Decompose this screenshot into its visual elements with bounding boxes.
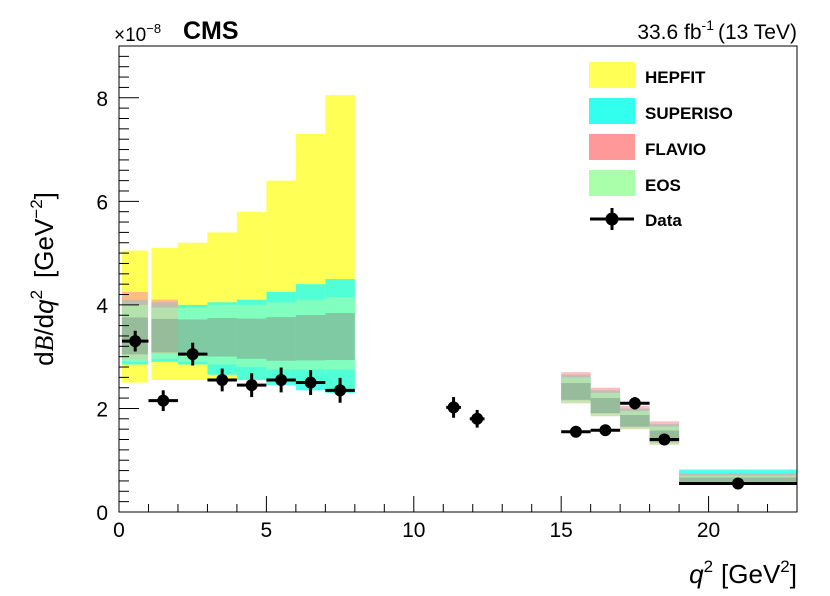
band-overlap-6 [295,315,326,361]
legend-label-hepfit: HEPFIT [645,68,706,87]
x-tick-label-20: 20 [697,519,720,542]
x-tick-label-0: 0 [113,519,125,542]
x-axis-label: q2 [GeV2] [689,557,797,589]
x-tick-label-5: 5 [261,519,273,542]
legend-swatch-superiso [589,98,635,124]
y-tick-label-8: 8 [96,88,108,111]
data-point-9 [469,409,485,428]
y-axis-label: dB/dq2[GeV−2] [27,192,59,366]
experiment-label: CMS [183,17,239,45]
y-multiplier: ×10−8 [114,21,161,46]
y-tick-label-2: 2 [96,398,108,421]
data-point-2 [177,342,208,366]
data-point-6 [295,370,326,395]
data-points [121,330,797,490]
legend-swatch-flavio [589,134,635,160]
y-tick-label-0: 0 [96,502,108,525]
prediction-bands [121,95,797,484]
band-overlap-8 [561,383,591,400]
band-overlap-5 [266,317,296,361]
data-point-8 [446,397,461,418]
legend-label-superiso: SUPERISO [645,104,733,123]
y-tick-label-6: 6 [96,191,108,214]
data-point-4 [236,373,267,398]
band-overlap-9 [590,398,621,414]
plot-frame [118,45,798,513]
data-point-1 [148,390,178,412]
data-point-13 [649,433,680,446]
data-point-3 [207,368,237,392]
y-tick-label-4: 4 [96,295,108,318]
x-tick-label-15: 15 [549,519,572,542]
band-overlap-10 [620,415,650,427]
legend-label-data: Data [645,211,682,230]
band-overlap-3 [207,317,237,357]
data-point-0 [121,330,149,352]
legend: HEPFIT SUPERISO FLAVIO EOS Data [589,62,733,230]
band-overlap-4 [236,318,267,359]
legend-marker-data [590,208,634,230]
band-overlap-1 [151,318,178,353]
legend-swatch-hepfit [589,62,635,88]
data-point-10 [561,425,591,438]
data-point-12 [620,397,650,410]
data-point-5 [266,367,296,393]
lumi-label: 33.6 fb-1 (13 TeV) [637,17,797,44]
legend-label-eos: EOS [645,176,681,195]
legend-label-flavio: FLAVIO [645,140,706,159]
legend-swatch-eos [589,170,635,196]
data-point-11 [590,424,621,437]
axis-ticks: 0 5 10 15 20 0 2 4 6 8 [96,45,798,542]
x-tick-label-10: 10 [402,519,425,542]
band-overlap-7 [325,313,355,361]
data-point-14 [679,477,797,490]
data-point-7 [325,377,355,403]
